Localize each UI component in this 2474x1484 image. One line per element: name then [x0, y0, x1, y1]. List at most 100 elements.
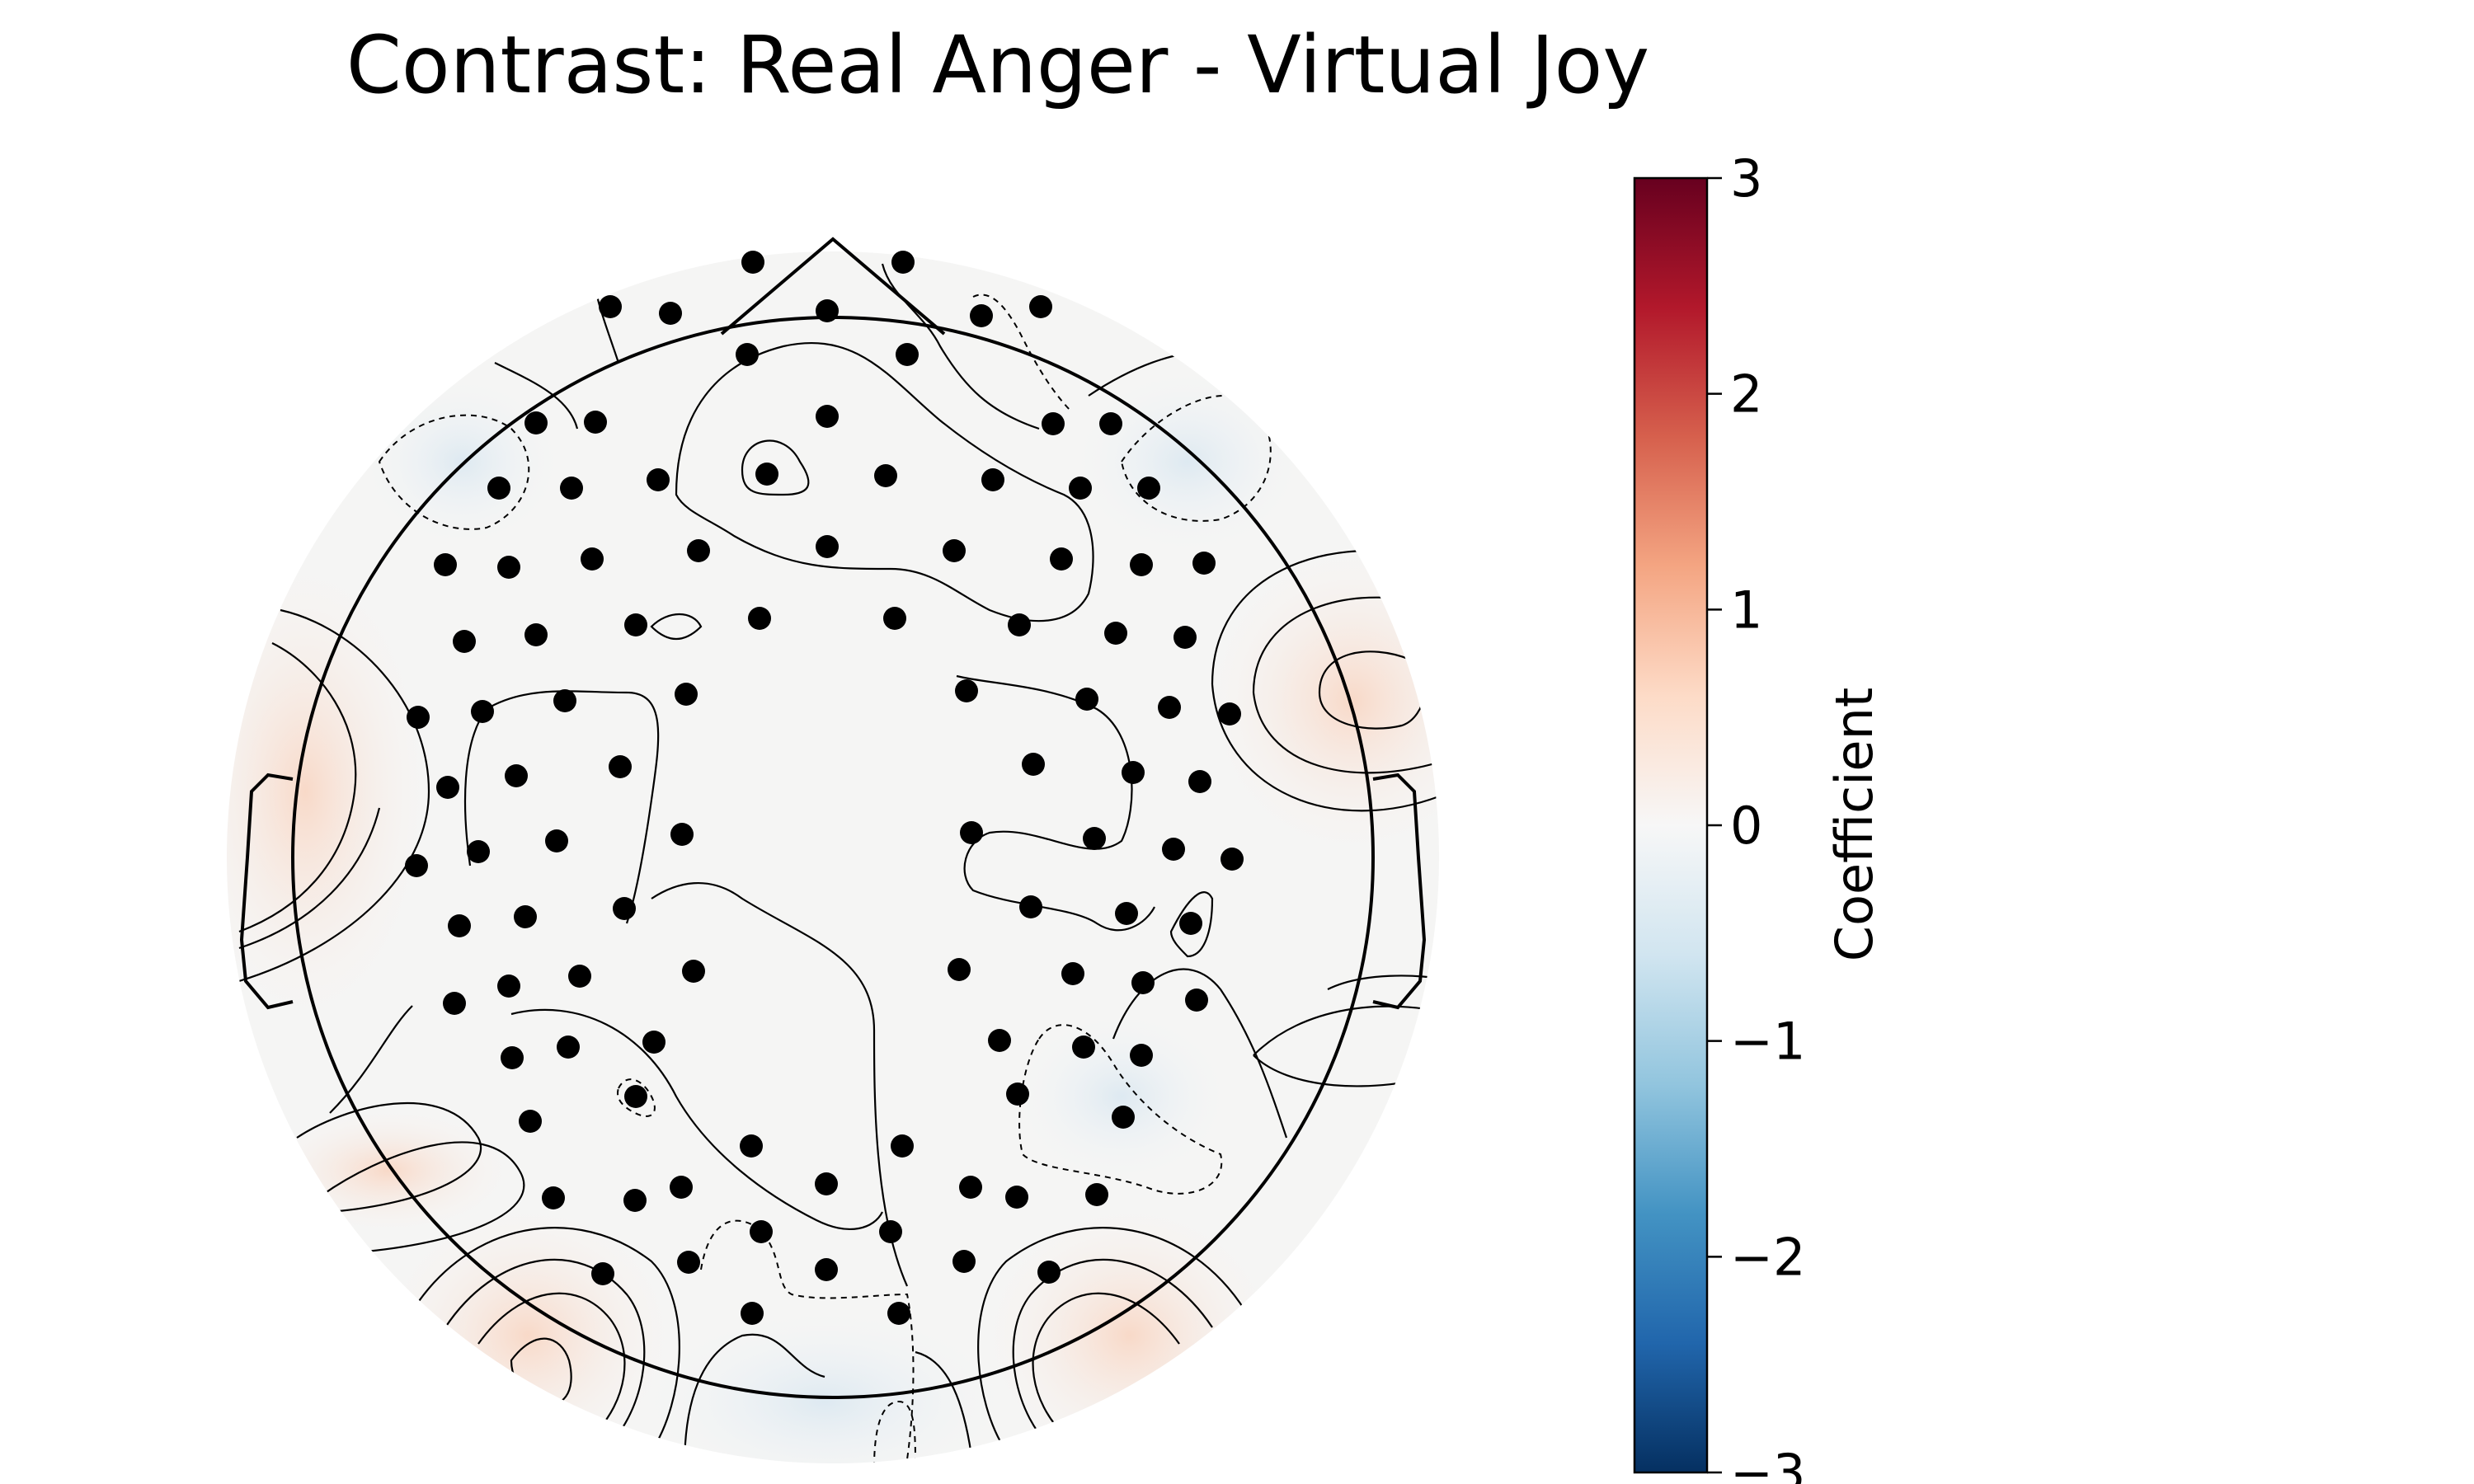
warm-region-left-occipital	[371, 1195, 684, 1463]
contour-line-dashed	[1018, 1024, 1223, 1195]
cool-region-right-parietal	[1006, 1006, 1237, 1187]
electrode-dot	[1174, 626, 1197, 649]
electrode-dot	[1130, 1044, 1153, 1067]
contour-line	[1012, 1258, 1213, 1452]
electrode-dot	[675, 683, 698, 706]
electrode-dot	[677, 1251, 700, 1274]
contour-line	[1252, 692, 1439, 774]
electrode-dot	[557, 1036, 580, 1059]
electrode-dot	[816, 299, 839, 322]
electrode-dot	[609, 755, 632, 778]
contour-line	[412, 1227, 680, 1452]
electrode-dot	[1008, 613, 1031, 636]
contour-line-dashed	[700, 1219, 915, 1460]
electrode-dot	[591, 1262, 614, 1285]
electrode-dot	[599, 295, 622, 318]
electrode-dot	[623, 1189, 647, 1212]
electrode-dot	[613, 897, 636, 920]
electrode-dot	[670, 823, 694, 846]
electrode-dot	[1162, 838, 1185, 861]
electrode-dot	[948, 958, 971, 981]
electrode-dot	[467, 840, 490, 863]
electrode-dot	[887, 1302, 910, 1325]
electrode-dot	[1085, 1183, 1108, 1206]
contour-line-dashed	[378, 414, 530, 530]
colorbar-tick-label: −1	[1730, 1012, 1805, 1072]
electrode-dot	[624, 613, 647, 636]
electrode-dot	[740, 1134, 763, 1158]
electrode-dot	[542, 1186, 565, 1209]
contour-line	[977, 1227, 1246, 1452]
warm-region-right-occipital	[973, 1195, 1286, 1463]
contour-lines-negative	[378, 294, 1272, 1463]
electrode-dot	[952, 1250, 976, 1273]
electrodes	[405, 251, 1244, 1325]
contour-line	[329, 1005, 413, 1114]
colorbar-tick-label: 1	[1730, 580, 1762, 640]
electrode-dot	[545, 829, 568, 852]
electrode-dot	[1042, 412, 1065, 435]
electrode-dot	[736, 343, 759, 366]
cool-region-right-frontal	[1064, 363, 1311, 561]
contour-line	[741, 439, 810, 496]
electrode-dot	[448, 914, 471, 937]
electrode-dot	[1075, 688, 1098, 711]
electrode-dot	[514, 905, 537, 928]
electrode-dot	[874, 464, 897, 487]
colorbar-ticks: 3 2 1 0 −1 −2 −3	[1707, 148, 1805, 1484]
electrode-dot	[1192, 552, 1216, 575]
electrode-dot	[524, 411, 548, 434]
electrode-dot	[1005, 1186, 1028, 1209]
contour-line	[238, 807, 381, 950]
warm-region-right-temporal	[1196, 536, 1439, 866]
electrode-dot	[879, 1220, 902, 1243]
contour-line	[1032, 1292, 1180, 1435]
electrode-dot	[896, 343, 919, 366]
electrode-dot	[1029, 295, 1052, 318]
contour-line	[444, 1258, 646, 1452]
electrode-dot	[497, 974, 520, 998]
electrode-dot	[891, 1134, 914, 1158]
electrode-dot	[883, 607, 906, 630]
electrode-dot	[1188, 770, 1211, 793]
electrode-dot	[1072, 1036, 1095, 1059]
electrode-dot	[1050, 547, 1073, 571]
electrode-dot	[524, 623, 548, 646]
colorbar-tick-label: −3	[1730, 1443, 1805, 1484]
electrode-dot	[1037, 1261, 1061, 1284]
electrode-dot	[891, 251, 915, 274]
contour-line	[915, 1350, 975, 1463]
electrode-dot	[487, 477, 510, 500]
electrode-dot	[981, 468, 1004, 491]
contour-line	[683, 1333, 825, 1463]
electrode-dot	[501, 1046, 524, 1069]
electrode-dot	[405, 854, 428, 877]
right-ear-outline	[1372, 773, 1427, 1010]
electrode-dot	[1112, 1106, 1135, 1129]
electrode-dot	[1130, 553, 1153, 576]
contour-line	[494, 362, 579, 430]
electrode-dot	[553, 689, 576, 712]
electrode-dot	[443, 992, 466, 1015]
colorbar-gradient	[1634, 178, 1707, 1472]
electrode-dot	[816, 405, 839, 428]
electrode-dot	[970, 304, 993, 327]
left-ear-outline	[239, 773, 294, 1010]
electrode-dot	[1137, 477, 1160, 500]
colorbar-tick-label: 2	[1730, 364, 1762, 425]
electrode-dot	[407, 706, 430, 729]
colorbar-tick-label: 3	[1730, 148, 1762, 209]
electrode-dot	[1104, 622, 1127, 645]
contour-line	[463, 690, 660, 924]
electrode-dot	[955, 679, 978, 702]
electrode-dot	[1158, 696, 1181, 719]
contour-line-dashed	[1120, 394, 1272, 522]
electrode-dot	[959, 1176, 982, 1199]
electrode-dot	[434, 553, 457, 576]
colorbar-label: Coefficient	[1824, 688, 1884, 961]
electrode-dot	[453, 630, 476, 653]
electrode-dot	[687, 539, 710, 562]
contour-line	[675, 341, 1094, 622]
electrode-dot	[471, 700, 494, 723]
contour-line-dashed	[617, 1078, 656, 1117]
